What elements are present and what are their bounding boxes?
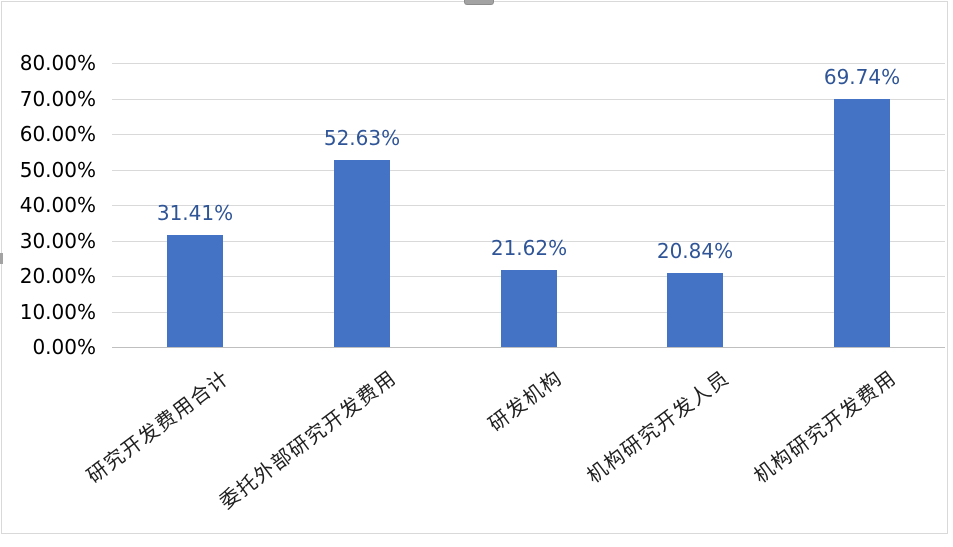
y-tick-label: 70.00%	[19, 87, 96, 111]
y-tick-label: 30.00%	[19, 229, 96, 253]
y-tick-label: 40.00%	[19, 193, 96, 217]
bar[interactable]	[167, 235, 223, 347]
bar-data-label: 52.63%	[323, 126, 401, 150]
gridline	[112, 241, 945, 242]
gridline	[112, 205, 945, 206]
chart-resize-handle-left-icon[interactable]	[0, 253, 3, 264]
y-tick-label: 80.00%	[19, 51, 96, 75]
bar[interactable]	[501, 270, 557, 347]
bar-data-label: 20.84%	[656, 239, 734, 263]
y-tick-label: 20.00%	[19, 264, 96, 288]
y-tick-label: 50.00%	[19, 158, 96, 182]
y-tick-label: 60.00%	[19, 122, 96, 146]
gridline	[112, 63, 945, 64]
gridline	[112, 99, 945, 100]
bar[interactable]	[834, 99, 890, 347]
bar[interactable]	[334, 160, 390, 347]
gridline	[112, 134, 945, 135]
bar-data-label: 69.74%	[823, 65, 901, 89]
bar-data-label: 31.41%	[156, 201, 234, 225]
chart-resize-handle-top-icon[interactable]	[464, 0, 494, 5]
y-tick-label: 10.00%	[19, 300, 96, 324]
x-axis-line	[112, 347, 945, 348]
gridline	[112, 170, 945, 171]
bar[interactable]	[667, 273, 723, 347]
chart-border	[1, 1, 948, 534]
y-tick-label: 0.00%	[32, 335, 96, 359]
bar-data-label: 21.62%	[490, 236, 568, 260]
